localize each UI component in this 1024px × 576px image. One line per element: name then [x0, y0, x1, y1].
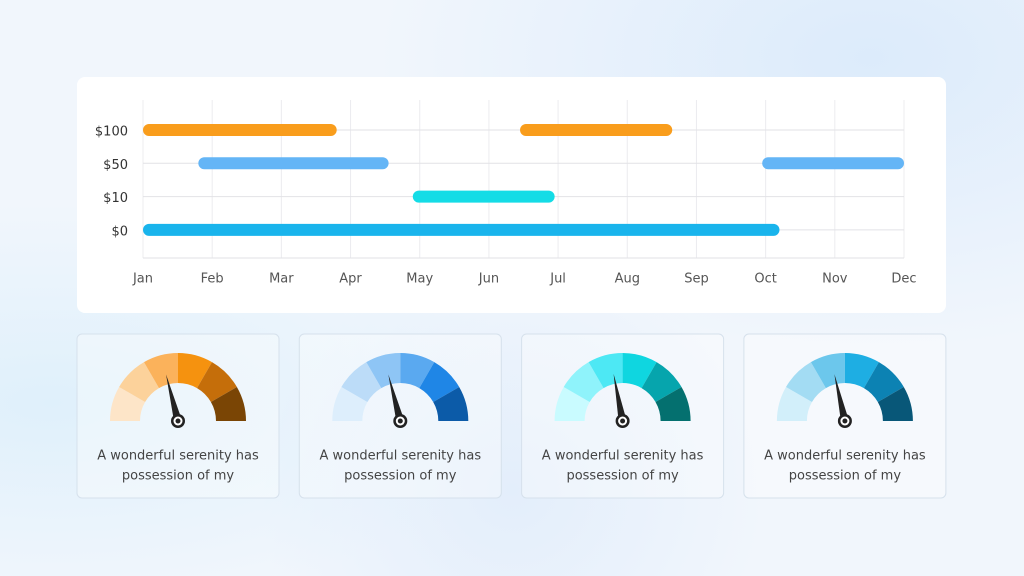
- gauge-segment: [210, 387, 246, 421]
- gauge-caption: A wonderful serenity has: [542, 449, 704, 464]
- y-tick-label: $100: [95, 125, 128, 140]
- gauge-needle: [388, 374, 405, 422]
- x-tick-label: May: [406, 272, 433, 287]
- x-tick-label: Dec: [891, 272, 916, 287]
- gauge-segment: [622, 353, 657, 389]
- gauge-segment: [810, 353, 845, 389]
- gauge-segment: [366, 353, 401, 389]
- gauge-segment: [433, 387, 469, 421]
- gauge-needle: [834, 374, 849, 422]
- gauge-segment: [786, 362, 826, 402]
- gauge-caption: possession of my: [789, 469, 902, 484]
- gauge-segment: [419, 362, 460, 402]
- needle-hub-dot: [175, 418, 181, 424]
- gauge-caption: A wonderful serenity has: [764, 449, 926, 464]
- gauge-segment: [400, 353, 435, 389]
- gauge-caption: possession of my: [566, 469, 679, 484]
- x-tick-label: Mar: [269, 272, 294, 287]
- x-tick-label: Aug: [615, 272, 640, 287]
- gauge-segment: [110, 387, 146, 421]
- gauge-needle: [166, 374, 182, 422]
- gauge-segment: [178, 353, 212, 389]
- gauge-caption: possession of my: [344, 469, 457, 484]
- x-tick-label: Nov: [822, 272, 848, 287]
- gauge-segment: [844, 353, 879, 389]
- gauge-segment: [863, 362, 904, 402]
- gauge-segment: [641, 362, 682, 402]
- gauge-segment: [144, 353, 178, 389]
- gauge-caption: possession of my: [122, 469, 235, 484]
- x-tick-label: Jun: [478, 272, 499, 287]
- x-tick-label: Sep: [684, 272, 709, 287]
- gauge-segment: [655, 387, 691, 421]
- x-tick-label: Jul: [549, 272, 566, 287]
- x-tick-label: Jan: [132, 272, 153, 287]
- gauge-caption: A wonderful serenity has: [97, 449, 259, 464]
- x-tick-label: Feb: [201, 272, 224, 287]
- gauge-segment: [588, 353, 623, 389]
- gauge-segment: [554, 387, 590, 421]
- gauge-segment: [341, 362, 382, 402]
- gauge-segment: [197, 362, 237, 402]
- needle-hub-dot: [842, 418, 848, 424]
- gauge-segment: [776, 387, 812, 421]
- gauge-segment: [119, 362, 159, 402]
- y-tick-label: $10: [103, 191, 128, 206]
- needle-hub-dot: [397, 418, 403, 424]
- gauge-segment: [877, 387, 913, 421]
- y-tick-label: $0: [111, 224, 128, 239]
- gauge-needle: [613, 373, 627, 422]
- gauge-segment: [563, 362, 604, 402]
- x-tick-label: Apr: [339, 272, 362, 287]
- x-tick-label: Oct: [754, 272, 776, 287]
- gauge-segment: [332, 387, 368, 421]
- needle-hub-dot: [620, 418, 626, 424]
- gauge-caption: A wonderful serenity has: [320, 449, 482, 464]
- y-tick-label: $50: [103, 158, 128, 173]
